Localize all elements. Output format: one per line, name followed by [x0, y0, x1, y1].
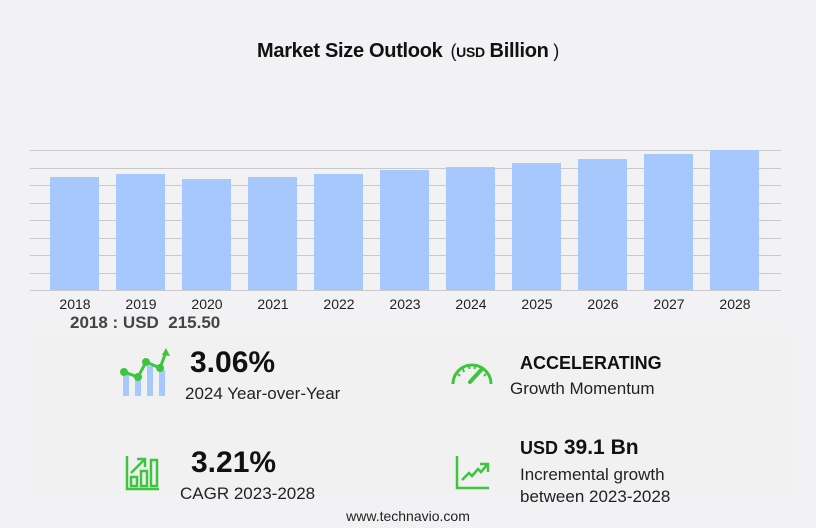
bar-2028 — [710, 150, 759, 290]
x-tick-label: 2022 — [323, 296, 355, 312]
yoy-value: 3.06% — [190, 346, 276, 379]
source-link[interactable]: www.technavio.com — [346, 508, 470, 524]
bar-2024 — [446, 166, 495, 290]
unit-scale: Billion — [489, 40, 549, 62]
bar-2026 — [578, 158, 627, 290]
bar-2022 — [314, 173, 363, 290]
x-axis-baseline — [30, 290, 781, 291]
incremental-value: USD 39.1 Bn — [520, 436, 639, 460]
x-tick-label: 2027 — [653, 296, 685, 312]
cagr-value: 3.21% — [191, 446, 277, 479]
trend-line-bars-icon — [120, 348, 170, 396]
unit-open-paren: ( — [450, 41, 457, 61]
bar-2021 — [248, 176, 297, 290]
incremental-label-line2: between 2023-2028 — [520, 487, 671, 506]
speedometer-icon — [451, 363, 493, 385]
momentum-value: ACCELERATING — [520, 353, 662, 373]
unit-label: (USD Billion ) — [450, 40, 559, 62]
yoy-label: 2024 Year-over-Year — [185, 384, 341, 403]
bar-2018 — [50, 177, 99, 290]
chart-title: Market Size Outlook (USD Billion ) — [0, 40, 816, 63]
base-year-value: 2018 : USD 215.50 — [70, 313, 221, 332]
line-chart-up-icon — [455, 456, 490, 490]
x-tick-label: 2023 — [389, 296, 421, 312]
x-tick-label: 2025 — [521, 296, 553, 312]
gridline — [30, 150, 781, 151]
bar-2025 — [512, 162, 561, 290]
x-tick-label: 2019 — [125, 296, 157, 312]
incremental-amount: 39.1 Bn — [563, 436, 639, 459]
unit-currency: USD — [456, 44, 485, 60]
x-tick-label: 2021 — [257, 296, 289, 312]
cagr-label: CAGR 2023-2028 — [180, 484, 316, 503]
x-tick-label: 2026 — [587, 296, 619, 312]
chart-title-text: Market Size Outlook — [257, 40, 443, 62]
x-tick-label: 2018 — [59, 296, 91, 312]
unit-close-paren: ) — [553, 41, 559, 61]
momentum-label: Growth Momentum — [510, 379, 655, 398]
bar-chart-plot-area — [30, 150, 781, 291]
bar-2020 — [182, 178, 231, 290]
bar-2027 — [644, 154, 693, 290]
x-tick-label: 2024 — [455, 296, 487, 312]
x-tick-label: 2028 — [719, 296, 751, 312]
stats-panel — [32, 331, 792, 496]
x-tick-label: 2020 — [191, 296, 223, 312]
bar-2023 — [380, 170, 429, 290]
incremental-currency: USD — [520, 438, 559, 458]
bar-2019 — [116, 174, 165, 290]
incremental-label-line1: Incremental growth — [520, 465, 665, 484]
bar-chart-arrow-icon — [125, 456, 159, 491]
gridline — [30, 167, 781, 169]
